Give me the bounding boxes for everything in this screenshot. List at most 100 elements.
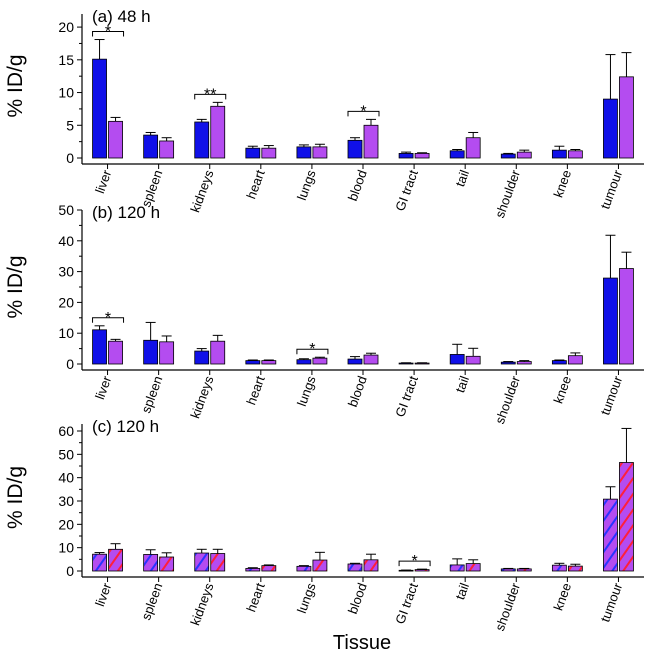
y-tick-label: 60 (58, 423, 74, 439)
bar-series-2 (465, 563, 481, 572)
bar-series-2 (108, 548, 123, 572)
bar-series-2 (108, 120, 123, 159)
category-label: knee (550, 374, 574, 406)
y-axis-label: % ID/g (4, 255, 27, 318)
bar-series-2 (261, 147, 277, 159)
bar-series-1 (398, 153, 414, 159)
category-label: tail (452, 581, 472, 602)
bar-series-1 (449, 354, 465, 365)
bar-series-2 (261, 360, 277, 365)
bar-series-1 (500, 568, 516, 572)
bar-series-1 (449, 150, 465, 159)
category-label: heart (243, 168, 267, 201)
bar-series-1 (347, 563, 363, 572)
bar-series-1 (347, 139, 363, 159)
bar-series-2 (210, 553, 226, 572)
y-axis-label: % ID/g (4, 466, 27, 529)
bar-series-1 (551, 360, 567, 365)
y-tick-label: 30 (58, 264, 74, 280)
bar-series-1 (603, 498, 618, 572)
category-label: spleen (138, 374, 165, 415)
y-axis-label: % ID/g (4, 54, 27, 117)
category-label: spleen (138, 581, 165, 622)
y-tick-label: 10 (58, 540, 74, 556)
bar-series-2 (159, 140, 175, 159)
y-tick-label: 50 (58, 202, 74, 218)
category-label: tail (452, 168, 472, 189)
bar-series-1 (143, 339, 159, 365)
category-label: tumour (597, 580, 625, 624)
bar-series-1 (603, 277, 618, 365)
y-tick-label: 0 (66, 356, 74, 372)
y-tick-label: 20 (58, 19, 74, 35)
category-label: shoulder (492, 167, 523, 220)
significance-bracket (194, 93, 227, 100)
significance-marker: * (309, 341, 315, 358)
bar-series-1 (296, 359, 312, 365)
bar-series-1 (245, 568, 261, 572)
panel-b: 0 10 20 30 40 50 % ID/g (b) 120 h liver spleen kid… (4, 202, 644, 426)
y-tick-label: 5 (66, 117, 74, 133)
panel-label: (b) 120 h (92, 203, 160, 222)
y-tick-label: 20 (58, 294, 74, 310)
category-label: knee (550, 168, 574, 200)
bar-series-1 (603, 98, 618, 159)
bar-series-1 (551, 149, 567, 159)
bar-series-2 (312, 559, 328, 572)
y-tick-label: 40 (58, 233, 74, 249)
significance-bracket (296, 348, 329, 355)
bar-series-2 (567, 565, 583, 572)
y-tick-label: 10 (58, 85, 74, 101)
y-tick-label: 0 (66, 150, 74, 166)
significance-bracket (92, 317, 125, 323)
significance-marker: * (360, 103, 366, 120)
category-label: shoulder (492, 580, 523, 633)
bar-series-2 (312, 146, 328, 159)
bar-series-1 (92, 329, 107, 365)
bar-series-1 (245, 360, 261, 365)
category-label: tail (452, 374, 472, 395)
significance-bracket (398, 560, 431, 567)
category-label: kidneys (187, 167, 216, 214)
bar-series-2 (363, 124, 379, 159)
bar-series-2 (159, 341, 175, 365)
bar-series-1 (500, 153, 516, 159)
category-label: liver (92, 580, 114, 608)
category-label: GI tract (392, 374, 421, 420)
bar-series-2 (619, 76, 634, 159)
category-label: GI tract (392, 168, 421, 214)
bar-series-1 (194, 552, 210, 572)
category-label: kidneys (187, 580, 216, 627)
bar-series-2 (363, 559, 379, 572)
category-label: GI tract (392, 581, 421, 627)
category-label: tumour (597, 167, 625, 211)
y-tick-label: 30 (58, 493, 74, 509)
category-label: shoulder (492, 373, 523, 426)
panel-label: (a) 48 h (92, 7, 151, 26)
bar-series-2 (465, 137, 481, 159)
bar-series-2 (516, 568, 532, 572)
category-label: heart (243, 374, 267, 407)
category-label: knee (550, 581, 574, 613)
category-label: liver (92, 373, 114, 401)
category-label: blood (345, 374, 370, 409)
bar-series-1 (194, 350, 210, 365)
bar-series-1 (194, 121, 210, 159)
significance-bracket (92, 31, 125, 37)
category-label: blood (345, 168, 370, 203)
bar-series-2 (312, 357, 328, 365)
bar-series-1 (143, 134, 159, 159)
y-tick-label: 10 (58, 325, 74, 341)
significance-marker: * (411, 553, 417, 570)
category-label: kidneys (187, 373, 216, 420)
x-axis-label: Tissue (333, 632, 391, 654)
y-tick-label: 0 (66, 563, 74, 579)
bar-series-1 (92, 553, 107, 572)
bar-series-2 (619, 462, 634, 572)
bar-series-1 (296, 565, 312, 572)
significance-marker: * (105, 24, 111, 41)
category-label: tumour (597, 373, 625, 417)
y-tick-label: 20 (58, 516, 74, 532)
bar-series-2 (567, 150, 583, 159)
